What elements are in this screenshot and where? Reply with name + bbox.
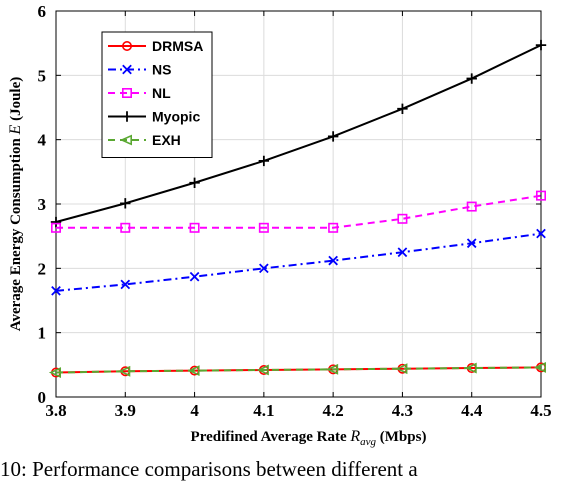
y-axis-label: Average Energy Consumption E (Joule) [7, 77, 24, 332]
legend-marker [122, 64, 132, 75]
data-point-ns [259, 263, 269, 274]
data-point-nl [535, 190, 546, 201]
legend-label: NS [152, 62, 171, 78]
y-tick-label: 1 [38, 324, 47, 343]
legend-marker [122, 40, 133, 51]
figure-caption: 10: Performance comparisons between diff… [0, 457, 418, 481]
data-point-nl [258, 222, 269, 233]
data-point-exh [395, 363, 408, 375]
data-point-nl [189, 222, 200, 233]
data-point-myopic [535, 39, 547, 51]
series-line-myopic [55, 44, 542, 223]
data-point-myopic [50, 216, 62, 228]
x-tick-label: 4.4 [461, 401, 483, 420]
axis-ticks: 3.8 3.9 4 4.1 4.2 4.3 4.4 4.5 0 1 2 3 4 5 6 [38, 2, 552, 420]
data-point-nl [466, 201, 477, 212]
legend-label: NL [152, 85, 171, 101]
series-line-exh [55, 366, 542, 374]
y-tick-label: 3 [38, 195, 47, 214]
data-point-myopic [397, 103, 408, 114]
data-point-ns [189, 271, 200, 282]
x-tick-label: 4.5 [530, 401, 551, 420]
x-tick-label: 3.9 [115, 401, 136, 420]
legend-entry-nl: NL [108, 85, 171, 101]
legend-entry-drmsa: DRMSA [108, 38, 203, 54]
data-point-exh [118, 365, 131, 377]
data-point-myopic [466, 73, 477, 84]
data-point-myopic [327, 131, 339, 142]
data-series [48, 39, 547, 378]
series-line-ns [55, 232, 542, 292]
legend-label: Myopic [152, 109, 200, 125]
x-tick-label: 4.3 [392, 401, 413, 420]
series-line-nl [56, 194, 542, 229]
legend-marker [122, 88, 133, 99]
y-tick-label: 4 [38, 131, 47, 150]
data-point-nl [328, 222, 339, 233]
data-point-myopic [189, 177, 200, 188]
y-tick-label: 0 [38, 388, 47, 407]
series-myopic [50, 39, 547, 228]
data-point-exh [256, 364, 269, 376]
series-exh [48, 361, 546, 378]
legend-marker [119, 134, 132, 146]
data-point-exh [464, 362, 477, 374]
y-tick-label: 5 [38, 66, 47, 85]
legend-label: DRMSA [152, 38, 203, 54]
data-point-ns [536, 228, 546, 239]
data-point-ns [120, 279, 131, 290]
y-tick-label: 2 [38, 259, 47, 278]
data-point-exh [187, 365, 200, 377]
legend-entry-ns: NS [108, 62, 171, 78]
legend-entry-exh: EXH [108, 132, 181, 148]
data-point-nl [397, 213, 408, 224]
data-point-myopic [258, 155, 270, 167]
x-axis-label: Predifined Average Rate Ravg (Mbps) [191, 428, 427, 448]
data-point-ns [397, 247, 408, 258]
legend-label: EXH [152, 132, 181, 148]
x-tick-label: 4 [190, 401, 199, 420]
legend-marker [121, 111, 133, 122]
data-point-exh [533, 361, 546, 373]
x-tick-label: 3.8 [45, 401, 66, 420]
legend: DRMSA NS NL Myopic EXH [101, 31, 213, 158]
data-point-exh [325, 363, 339, 375]
grid-lines [55, 10, 542, 398]
data-point-exh [48, 367, 61, 378]
data-point-nl [50, 222, 61, 233]
data-point-ns [466, 238, 477, 249]
legend-box [101, 31, 213, 158]
data-point-nl [120, 222, 131, 233]
data-point-ns [51, 286, 61, 296]
series-nl [50, 190, 546, 233]
legend-entry-myopic: Myopic [108, 109, 200, 125]
line-chart: 3.8 3.9 4 4.1 4.2 4.3 4.4 4.5 0 1 2 3 4 5 6 DRMSA NS NL M… [7, 2, 552, 448]
data-point-ns [328, 255, 338, 266]
x-tick-label: 4.1 [253, 401, 274, 420]
series-ns [51, 228, 546, 296]
y-tick-label: 6 [38, 2, 47, 21]
x-tick-label: 4.2 [323, 401, 344, 420]
data-point-myopic [120, 198, 131, 209]
